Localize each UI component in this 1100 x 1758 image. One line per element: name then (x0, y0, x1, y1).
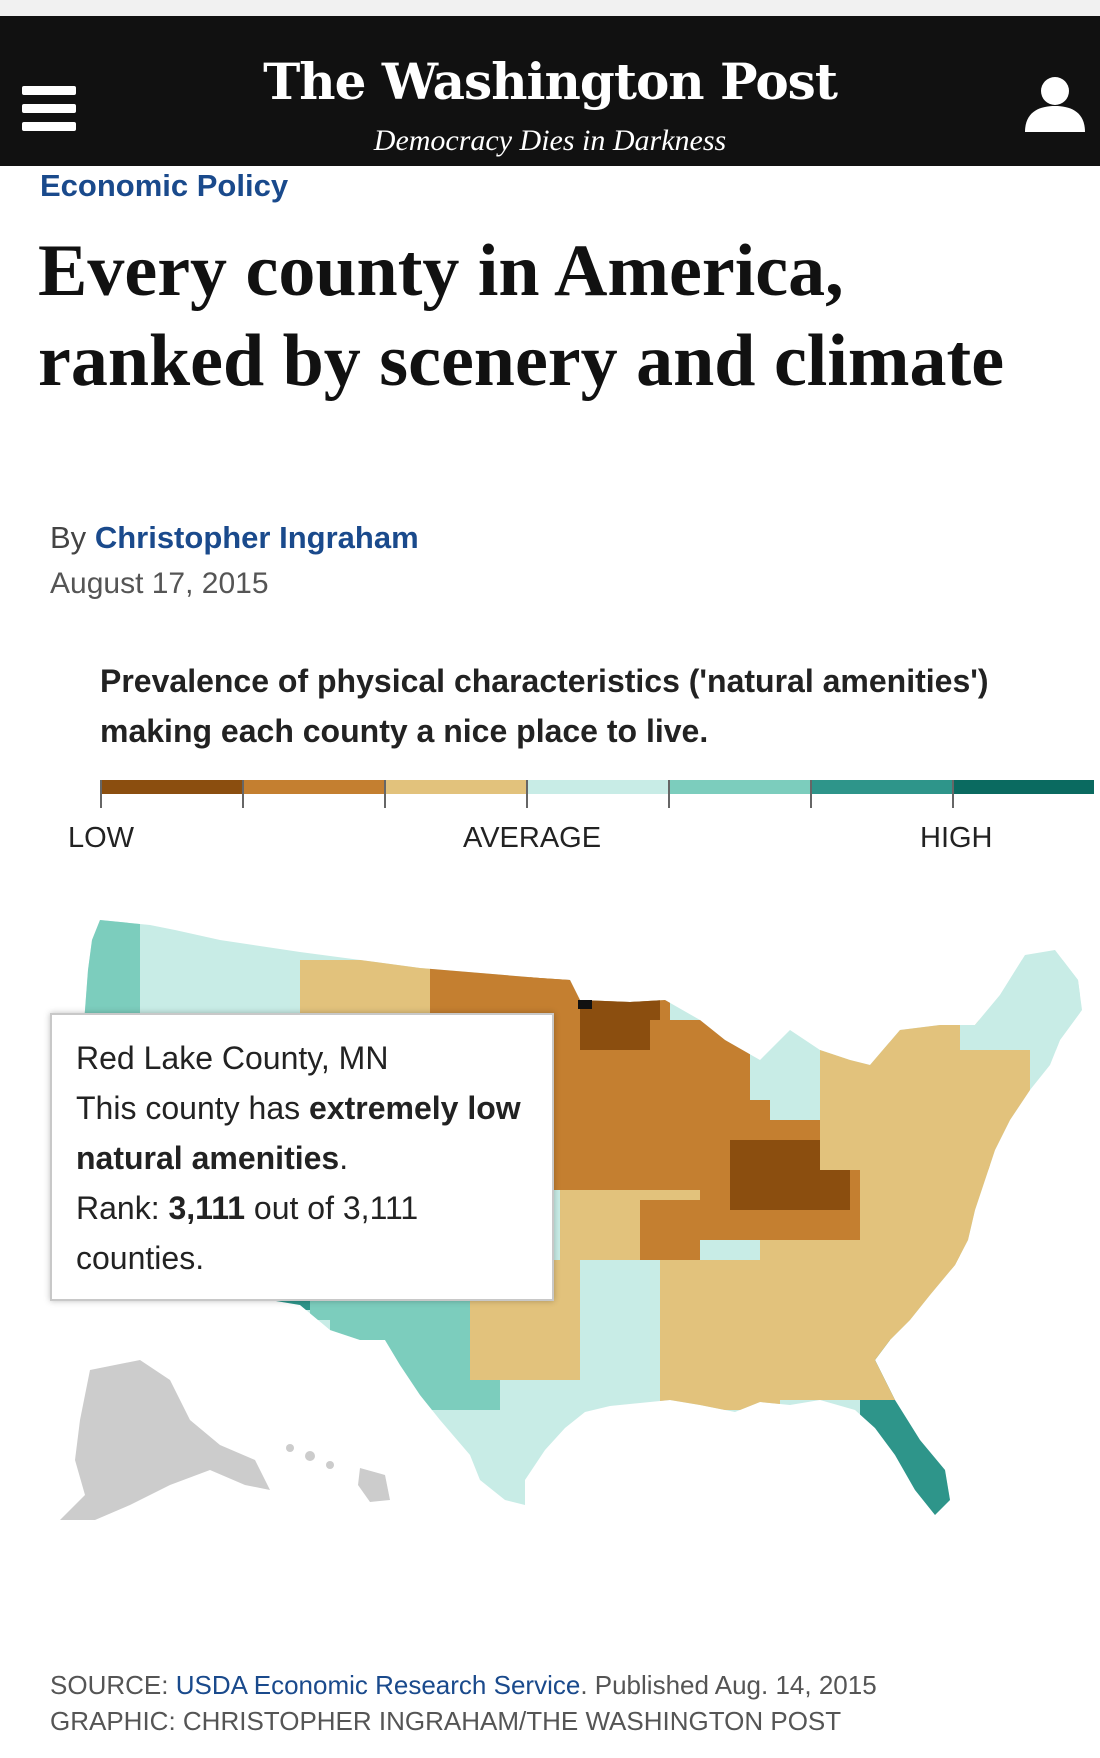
legend-label-low: LOW (68, 822, 135, 854)
tooltip-desc-bold: extremely low natural amenities (76, 1090, 521, 1176)
tooltip-county-name: Red Lake County, MN (76, 1040, 389, 1076)
county-tooltip: Red Lake County, MN This county has extr… (50, 1013, 554, 1301)
legend-label-average: AVERAGE (463, 822, 602, 854)
graphic-title: Prevalence of physical characteristics (… (100, 663, 989, 749)
byline: By Christopher Ingraham (50, 520, 419, 556)
site-logo[interactable]: The Washington Post (263, 52, 838, 111)
legend-swatch (100, 780, 242, 794)
hawaii-shape (286, 1444, 390, 1502)
legend-tick (952, 780, 954, 808)
tooltip-rank-suffix: out of 3,111 counties. (76, 1190, 419, 1276)
legend-tick (100, 780, 102, 808)
legend-label-high: HIGH (920, 822, 993, 854)
legend-swatch (668, 780, 810, 794)
graphic-credit: GRAPHIC: CHRISTOPHER INGRAHAM/THE WASHIN… (50, 1706, 842, 1736)
tooltip-rank: Rank: 3,111 out of 3,111 counties. (76, 1183, 528, 1283)
site-header: The Washington Post Democracy Dies in Da… (0, 16, 1100, 166)
source-line: SOURCE: USDA Economic Research Service. … (50, 1670, 877, 1701)
legend-swatch (952, 780, 1094, 794)
tooltip-desc-prefix: This county has (76, 1090, 301, 1126)
alaska-shape (60, 1360, 270, 1520)
article-headline: Every county in America, ranked by scene… (38, 230, 1005, 402)
section-kicker-link[interactable]: Economic Policy (40, 168, 289, 203)
tooltip-desc-suffix: . (339, 1140, 349, 1176)
legend-tick (242, 780, 244, 808)
legend-swatch (384, 780, 526, 794)
source-link[interactable]: USDA Economic Research Service (175, 1670, 581, 1700)
legend-swatch (242, 780, 384, 794)
byline-prefix: By (50, 520, 87, 555)
status-strip (0, 0, 1100, 16)
legend-tick (810, 780, 812, 808)
source-suffix: . Published Aug. 14, 2015 (580, 1670, 877, 1700)
user-profile-icon[interactable] (1022, 74, 1088, 134)
publish-date: August 17, 2015 (50, 567, 269, 600)
tooltip-rank-prefix: Rank: (76, 1190, 160, 1226)
author-link[interactable]: Christopher Ingraham (94, 520, 419, 555)
source-prefix: SOURCE: (50, 1670, 169, 1700)
legend-tick (668, 780, 670, 808)
legend-swatch (810, 780, 952, 794)
color-legend (100, 780, 1100, 808)
legend-tick (384, 780, 386, 808)
legend-tick (526, 780, 528, 808)
tooltip-rank-value: 3,111 (168, 1190, 246, 1226)
tooltip-description: This county has extremely low natural am… (76, 1083, 528, 1183)
hamburger-menu-icon[interactable] (22, 86, 78, 132)
highlighted-county-marker (578, 1000, 592, 1009)
site-tagline: Democracy Dies in Darkness (373, 124, 727, 157)
legend-swatch (526, 780, 668, 794)
